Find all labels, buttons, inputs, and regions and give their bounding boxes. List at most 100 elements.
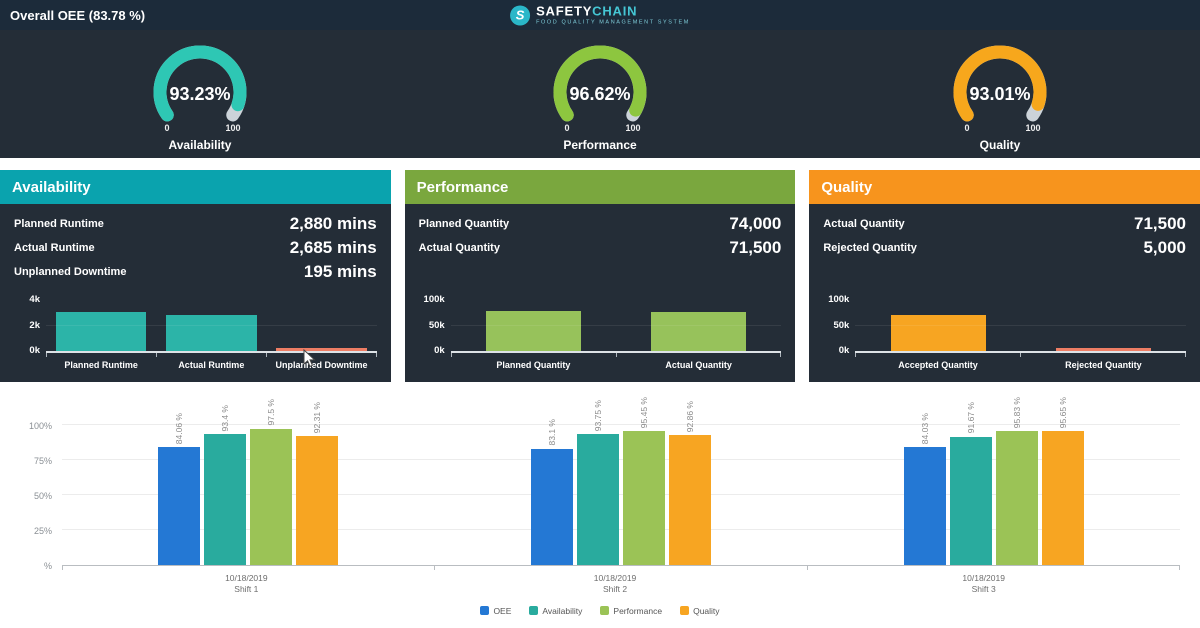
metric-value: 2,880 mins <box>289 214 377 233</box>
actual-runtime-bar[interactable] <box>166 314 257 351</box>
bar-group-shift-2: 83.1 % 93.75 % 95.45 % 92.86 % <box>435 397 808 565</box>
metric-label: Rejected Quantity <box>823 242 917 254</box>
bar-value-label: 84.03 % <box>919 413 930 445</box>
rejected-quantity-bar[interactable] <box>1055 348 1151 351</box>
availability-gauge-chart: 93.23% 0 100 <box>153 45 247 133</box>
y-tick-label: 100k <box>828 294 850 305</box>
bar-column <box>451 299 616 351</box>
oee-bar[interactable]: 84.06 % <box>158 413 201 565</box>
legend-label: Availability <box>542 605 583 616</box>
metric-value: 195 mins <box>303 262 377 281</box>
y-tick-label: 50k <box>428 320 445 331</box>
category-label: Unplanned Downtime <box>275 360 368 370</box>
legend-label: Performance <box>613 605 663 616</box>
category-label: Rejected Quantity <box>1065 360 1142 370</box>
category-label: Actual Quantity <box>665 360 732 370</box>
y-tick-label: 4k <box>29 294 40 305</box>
legend-item-performance[interactable]: Performance <box>600 606 662 616</box>
bar-value-label: 91.67 % <box>965 402 976 434</box>
y-tick-label: 50% <box>33 491 52 501</box>
metric-label: Actual Runtime <box>14 242 95 254</box>
metric-label: Actual Quantity <box>418 242 500 254</box>
gauge-fill <box>153 45 247 122</box>
brand-name-primary: SAFETY <box>536 3 593 19</box>
metric-row: Actual Quantity 71,500 <box>823 212 1186 236</box>
bar-group-shift-1: 84.06 % 93.4 % 97.5 % 92.31 % <box>62 399 435 565</box>
mini-chart-y-axis: 4k 2k 0k <box>14 294 46 356</box>
planned-quantity-bar[interactable] <box>485 311 581 351</box>
y-tick-label: 0k <box>434 345 445 356</box>
legend-swatch-availability <box>529 606 539 616</box>
availability-panel-header: Availability <box>0 170 391 204</box>
kpi-gauges-section: 93.23% 0 100 Availability 96.62% 0 100 P… <box>0 30 1200 158</box>
metric-label: Actual Quantity <box>823 218 905 230</box>
panel-title: Availability <box>12 178 91 196</box>
quality-bar[interactable]: 92.31 % <box>296 402 339 565</box>
group-date: 10/18/2019 <box>593 573 637 583</box>
gauge-max-label: 100 <box>225 123 240 133</box>
mini-chart-y-axis: 100k 50k 0k <box>823 294 855 356</box>
chart-y-axis: 100% 75% 50% 25% % <box>12 421 62 571</box>
performance-gauge-chart: 96.62% 0 100 <box>553 45 647 133</box>
top-header: Overall OEE (83.78 %) S SAFETYCHAIN FOOD… <box>0 0 1200 30</box>
accepted-quantity-bar[interactable] <box>890 315 986 351</box>
mini-chart-x-labels: Planned Quantity Actual Quantity <box>451 357 782 370</box>
mini-chart-plot <box>450 299 782 353</box>
legend-swatch-oee <box>480 606 490 616</box>
y-tick-label: 100% <box>28 421 52 431</box>
quality-panel-header: Quality <box>809 170 1200 204</box>
quality-bar[interactable]: 92.86 % <box>669 401 711 565</box>
metric-row: Actual Runtime 2,685 mins <box>14 236 377 260</box>
planned-runtime-bar[interactable] <box>55 312 147 351</box>
mini-chart-x-labels: Accepted Quantity Rejected Quantity <box>855 357 1186 370</box>
y-tick-label: 0k <box>838 345 850 356</box>
x-axis-ticks <box>855 353 1187 357</box>
oee-bar[interactable]: 83.1 % <box>531 419 573 565</box>
metric-value: 74,000 <box>729 214 782 233</box>
unplanned-downtime-bar[interactable] <box>276 348 367 351</box>
group-shift: Shift 1 <box>234 584 259 595</box>
availability-panel-body: Planned Runtime 2,880 mins Actual Runtim… <box>0 204 391 382</box>
legend-item-quality[interactable]: Quality <box>680 605 720 616</box>
mouse-cursor-icon <box>303 349 316 368</box>
shift-comparison-chart: 100% 75% 50% 25% % 84.06 % 93.4 % 97.5 %… <box>0 382 1200 616</box>
quality-gauge: 93.01% 0 100 Quality <box>800 38 1200 152</box>
metric-label: Unplanned Downtime <box>14 266 127 278</box>
actual-quantity-bar[interactable] <box>651 312 747 351</box>
mini-chart-x-labels: Planned Runtime Actual Runtime Unplanned… <box>46 357 377 370</box>
legend-item-oee[interactable]: OEE <box>480 606 511 616</box>
legend-label: Quality <box>693 605 720 616</box>
quality-bar[interactable]: 95.65 % <box>1041 397 1084 565</box>
performance-bar[interactable]: 95.83 % <box>995 397 1038 565</box>
gauge-max-label: 100 <box>625 123 640 133</box>
chart-x-labels: 10/18/2019 Shift 1 10/18/2019 Shift 2 10… <box>62 566 1168 596</box>
metric-value: 71,500 <box>1134 214 1187 233</box>
chart-legend: OEE Availability Performance Quality <box>12 606 1188 616</box>
availability-bar[interactable]: 93.75 % <box>577 400 619 565</box>
oee-bar[interactable]: 84.03 % <box>903 413 946 565</box>
page-title: Overall OEE (83.78 %) <box>10 7 146 23</box>
brand-tagline: FOOD QUALITY MANAGEMENT SYSTEM <box>536 19 690 26</box>
bar-value-label: 93.4 % <box>220 404 231 432</box>
safetychain-logo-icon: S <box>510 5 531 25</box>
legend-swatch-performance <box>600 606 610 616</box>
brand-logo: S SAFETYCHAIN FOOD QUALITY MANAGEMENT SY… <box>510 5 690 26</box>
performance-bar[interactable]: 97.5 % <box>250 399 293 565</box>
availability-bar[interactable]: 91.67 % <box>949 402 992 565</box>
x-axis-ticks <box>450 353 782 357</box>
bar-column <box>616 299 781 351</box>
availability-mini-chart: 4k 2k 0k Planned Runtime Actual Runtime … <box>14 294 377 370</box>
performance-bar[interactable]: 95.45 % <box>623 397 665 565</box>
group-label: 10/18/2019 Shift 3 <box>799 573 1168 596</box>
availability-bar[interactable]: 93.4 % <box>204 405 247 565</box>
bar-value-label: 92.31 % <box>312 401 323 433</box>
group-label: 10/18/2019 Shift 2 <box>431 573 800 596</box>
group-date: 10/18/2019 <box>225 573 268 583</box>
category-label: Planned Runtime <box>64 360 138 370</box>
legend-label: OEE <box>493 605 512 616</box>
metric-value: 2,685 mins <box>289 238 377 257</box>
performance-panel: Performance Planned Quantity 74,000 Actu… <box>404 170 796 382</box>
metric-row: Actual Quantity 71,500 <box>419 236 782 260</box>
legend-item-availability[interactable]: Availability <box>529 606 582 616</box>
availability-panel: Availability Planned Runtime 2,880 mins … <box>0 170 391 382</box>
